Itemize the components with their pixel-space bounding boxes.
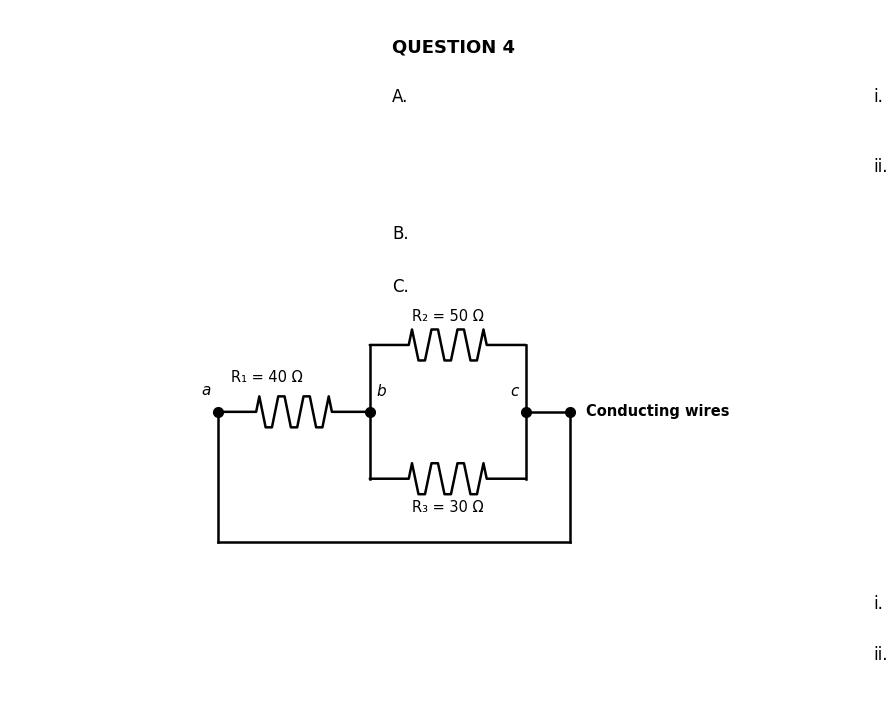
Text: R₂ = 50 Ω: R₂ = 50 Ω — [412, 309, 484, 324]
Text: A.: A. — [392, 88, 408, 106]
Text: b: b — [377, 384, 387, 399]
Text: a: a — [201, 383, 211, 398]
Text: C.: C. — [392, 278, 409, 296]
Text: QUESTION 4: QUESTION 4 — [392, 39, 515, 57]
Text: i.: i. — [873, 595, 883, 613]
Text: ii.: ii. — [873, 646, 887, 665]
Text: R₃ = 30 Ω: R₃ = 30 Ω — [412, 500, 484, 515]
Text: i.: i. — [873, 88, 883, 106]
Text: Conducting wires: Conducting wires — [586, 404, 730, 420]
Text: ii.: ii. — [873, 158, 887, 177]
Text: R₁ = 40 Ω: R₁ = 40 Ω — [232, 370, 303, 385]
Text: c: c — [511, 384, 519, 399]
Text: B.: B. — [392, 225, 409, 244]
